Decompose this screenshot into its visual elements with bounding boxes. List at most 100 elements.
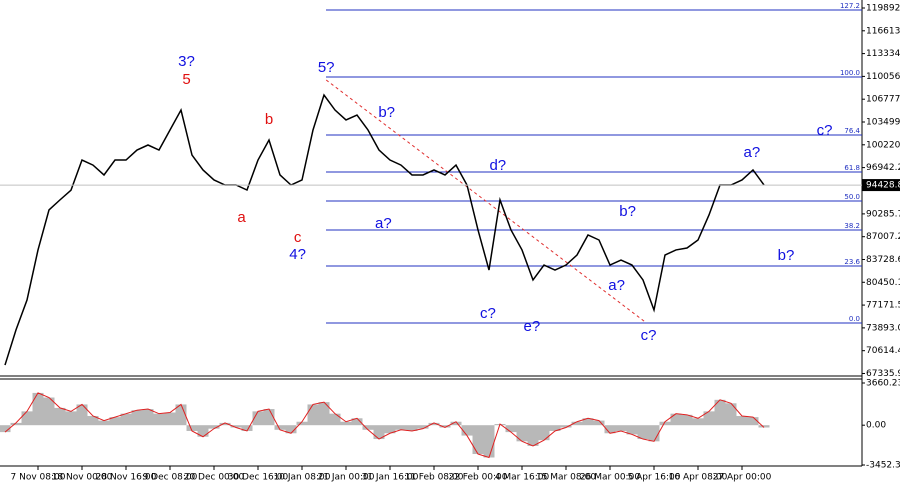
oscillator-bar <box>21 411 33 426</box>
y-tick-label: 73893.01 <box>866 323 900 333</box>
oscillator-bar <box>164 412 176 426</box>
x-tick-label: 28 Nov 16:00 <box>96 473 157 483</box>
wave-label: d? <box>489 157 506 174</box>
oscillator-bar <box>593 420 605 426</box>
oscillator-bar <box>406 425 418 431</box>
oscillator-bar <box>241 425 253 431</box>
x-tick-label: 5 Apr 16:00 <box>628 473 681 483</box>
oscillator-bar <box>373 425 385 440</box>
y-tick-label: 83728.66 <box>866 255 900 265</box>
oscillator-bar <box>461 425 473 436</box>
oscillator-bar <box>274 425 286 430</box>
oscillator-bar <box>527 425 539 446</box>
oscillator-bar <box>703 411 715 426</box>
oscillator-bar <box>318 402 330 426</box>
y-tick-label: 3660.235 <box>866 378 900 388</box>
oscillator-bar <box>340 421 352 426</box>
oscillator-bar <box>758 425 770 428</box>
oscillator-bar <box>32 392 44 426</box>
wave-label: a? <box>608 277 625 294</box>
oscillator-bar <box>76 404 88 426</box>
x-tick-label: 7 Nov 08:00 <box>11 473 66 483</box>
oscillator-bar <box>538 425 550 441</box>
y-tick-label: 96942.21 <box>866 163 900 173</box>
fib-label: 76.4 <box>844 127 860 135</box>
oscillator-bar <box>208 425 220 429</box>
wave-label: a? <box>744 144 761 161</box>
oscillator-bar <box>560 425 572 428</box>
x-tick-label: 21 Jan 00:00 <box>318 473 375 483</box>
y-tick-label: 100220.76 <box>866 140 900 150</box>
x-tick-label: 20 Dec 00:00 <box>184 473 245 483</box>
y-tick-label: -3452.35 <box>866 461 900 471</box>
oscillator-bar <box>252 411 264 426</box>
wave-label: 5 <box>182 71 190 88</box>
oscillator-bar <box>516 425 528 442</box>
oscillator-bar <box>87 415 99 426</box>
x-tick-label: 31 Jan 16:00 <box>362 473 419 483</box>
oscillator-bar <box>681 414 693 426</box>
oscillator-bar <box>186 425 198 431</box>
oscillator-bar <box>10 422 22 426</box>
oscillator-bar <box>307 404 319 426</box>
oscillator-bar <box>549 425 561 431</box>
oscillator-bar <box>142 409 154 426</box>
wave-label: b? <box>619 203 636 220</box>
x-tick-label: 26 Mar 00:00 <box>580 473 640 483</box>
oscillator-bar <box>692 418 704 426</box>
wave-label: a? <box>375 215 392 232</box>
oscillator-bar <box>417 425 429 429</box>
oscillator-bar <box>571 421 583 426</box>
oscillator-bar <box>736 415 748 426</box>
fib-label: 23.6 <box>844 258 860 266</box>
last-price-box <box>862 179 900 192</box>
oscillator-bar <box>747 417 759 426</box>
oscillator-bar <box>351 418 363 426</box>
y-tick-label: 67335.91 <box>866 369 900 379</box>
oscillator-bar <box>670 413 682 426</box>
oscillator-bar <box>637 425 649 440</box>
y-tick-label: 0.00 <box>866 421 886 431</box>
x-tick-label: 11 Feb 08:00 <box>404 473 463 483</box>
oscillator-bar <box>362 425 374 430</box>
signal-line <box>4 392 765 459</box>
x-tick-label: 4 Mar 16:00 <box>495 473 550 483</box>
fib-label: 100.0 <box>840 69 860 77</box>
oscillator-bar <box>98 420 110 426</box>
oscillator-bar <box>109 417 121 426</box>
fib-label: 0.0 <box>849 315 860 323</box>
fib-label: 127.2 <box>840 2 860 10</box>
fib-label: 50.0 <box>844 193 860 201</box>
x-tick-label: 16 Apr 08:00 <box>669 473 728 483</box>
x-tick-label: 18 Nov 00:00 <box>52 473 113 483</box>
oscillator-bar <box>219 422 231 426</box>
oscillator-bar <box>472 425 484 455</box>
wave-label: b <box>265 111 273 128</box>
wave-label: c? <box>641 327 657 344</box>
oscillator-bar <box>43 397 55 426</box>
x-tick-label: 9 Dec 08:00 <box>143 473 198 483</box>
wave-label: c? <box>817 122 833 139</box>
oscillator-bar <box>428 422 440 426</box>
wave-label: b? <box>778 247 795 264</box>
x-tick-label: 10 Jan 08:00 <box>274 473 331 483</box>
wave-label: 3? <box>178 53 195 70</box>
oscillator-bar <box>648 425 660 442</box>
oscillator-bar <box>285 425 297 434</box>
oscillator-bar <box>175 404 187 426</box>
x-tick-label: 22 Feb 00:00 <box>448 473 507 483</box>
oscillator-bar <box>54 407 66 426</box>
y-tick-label: 106777.86 <box>866 95 900 105</box>
oscillator-bar <box>329 413 341 426</box>
y-tick-label: 80450.11 <box>866 278 900 288</box>
wave-label: c? <box>480 305 496 322</box>
price-line <box>4 93 765 366</box>
oscillator-bar <box>582 418 594 426</box>
y-tick-label: 103499.31 <box>866 117 900 127</box>
oscillator-bar <box>153 413 165 426</box>
oscillator-bar <box>626 425 638 435</box>
oscillator-bar <box>483 425 495 458</box>
y-tick-label: 70614.46 <box>866 346 900 356</box>
y-tick-label: 77171.56 <box>866 301 900 311</box>
x-tick-label: 30 Dec 16:00 <box>228 473 289 483</box>
